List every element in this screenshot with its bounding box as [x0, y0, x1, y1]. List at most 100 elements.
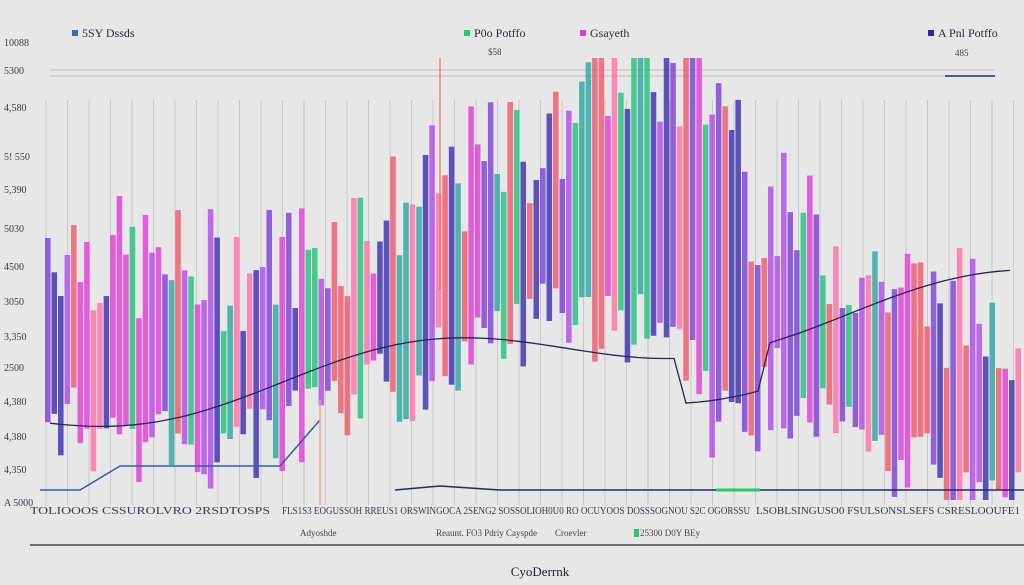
- bar: [572, 122, 579, 326]
- bar: [663, 58, 670, 338]
- bar: [644, 58, 650, 339]
- annotation-label: $58: [488, 47, 502, 57]
- bar: [807, 175, 813, 423]
- bar: [325, 288, 331, 391]
- bar: [129, 226, 136, 429]
- bar: [715, 83, 722, 422]
- bar: [155, 247, 162, 415]
- bar: [592, 58, 598, 362]
- bar: [781, 152, 787, 429]
- bar: [207, 209, 214, 489]
- bar: [989, 302, 995, 481]
- series-line-a-pnl-potffo: [49, 269, 1011, 428]
- bar: [631, 58, 637, 345]
- bar: [162, 274, 168, 412]
- bar: [390, 156, 396, 392]
- bar: [103, 296, 110, 429]
- bar: [566, 110, 572, 343]
- bar: [279, 236, 286, 472]
- bar: [396, 255, 403, 422]
- bar: [461, 231, 468, 342]
- bar: [227, 305, 233, 440]
- legend-label: P0o Potffo: [474, 26, 525, 40]
- bar: [448, 146, 455, 385]
- bar: [670, 62, 676, 327]
- bar: [90, 310, 97, 472]
- bar: [963, 345, 969, 473]
- bar: [507, 101, 513, 344]
- y-tick-label: A 5000: [4, 498, 33, 509]
- legend-label: Gsayeth: [590, 26, 629, 40]
- bar: [305, 249, 312, 389]
- bar: [1015, 348, 1022, 473]
- bar: [950, 280, 956, 500]
- bar: [233, 236, 240, 427]
- bar: [240, 330, 246, 435]
- x-tick-label: TOLIOOOS CSSUROLVRO 2RSDTOSPS: [30, 506, 270, 517]
- y-tick-label: 4,380: [4, 432, 27, 443]
- bar: [761, 258, 768, 368]
- y-tick-label: 3,350: [4, 332, 27, 343]
- bar: [455, 183, 461, 391]
- bar: [540, 168, 546, 284]
- bar: [64, 255, 71, 405]
- bar: [58, 295, 64, 456]
- bar: [611, 58, 618, 331]
- bar: [520, 161, 527, 367]
- bar: [767, 186, 774, 431]
- bar: [338, 286, 344, 414]
- bar: [181, 270, 188, 445]
- bar: [318, 278, 325, 406]
- bar: [377, 241, 383, 354]
- bar: [481, 161, 487, 328]
- bar: [474, 144, 481, 318]
- legend: 5SY Dssds P0o Potffo Gsayeth A Pnl Potffo $5…: [72, 26, 998, 77]
- legend-label: 5SY Dssds: [82, 26, 135, 40]
- y-tick-label: 5,390: [4, 185, 27, 196]
- bar: [364, 240, 370, 365]
- bar: [168, 280, 175, 465]
- bar: [872, 251, 878, 441]
- bar: [787, 212, 794, 439]
- y-tick-label: 4,350: [4, 465, 27, 476]
- x-axis-ticks: TOLIOOOS CSSUROLVRO 2RSDTOSPS FLS1S3 EOGU…: [30, 506, 1020, 538]
- y-tick-label: 10088: [4, 38, 29, 49]
- bar: [220, 331, 227, 434]
- bar: [1002, 368, 1008, 498]
- bar: [813, 214, 820, 437]
- bar: [865, 275, 872, 452]
- annotation-label: 485: [955, 48, 969, 58]
- y-axis-ticks: 10088 5300 4,580 5! 550 5,390 5030 4500 3050 3,3…: [4, 38, 33, 509]
- bar: [722, 106, 728, 391]
- bar: [45, 237, 51, 423]
- bar: [637, 58, 644, 295]
- bar: [351, 198, 357, 395]
- bar: [585, 62, 592, 297]
- bar: [188, 276, 194, 445]
- bar: [553, 91, 559, 289]
- bar: [683, 58, 689, 381]
- bar: [344, 296, 351, 436]
- bar: [175, 210, 181, 434]
- y-tick-label: 4500: [4, 262, 24, 273]
- bar: [468, 106, 474, 365]
- bar: [285, 212, 292, 406]
- bar: [149, 252, 155, 438]
- bar: [748, 261, 754, 436]
- legend-swatch: [928, 30, 934, 36]
- bar: [214, 237, 220, 463]
- bar: [272, 304, 279, 459]
- bar: [331, 222, 338, 381]
- bar: [422, 154, 429, 410]
- bar: [937, 303, 943, 478]
- bar: [123, 254, 129, 426]
- bar: [741, 171, 748, 432]
- bar: [846, 304, 852, 407]
- bar: [650, 92, 657, 336]
- bar: [116, 196, 123, 435]
- bar: [735, 99, 741, 404]
- bar: [312, 247, 318, 388]
- legend-swatch: [72, 30, 78, 36]
- bar: [982, 356, 989, 500]
